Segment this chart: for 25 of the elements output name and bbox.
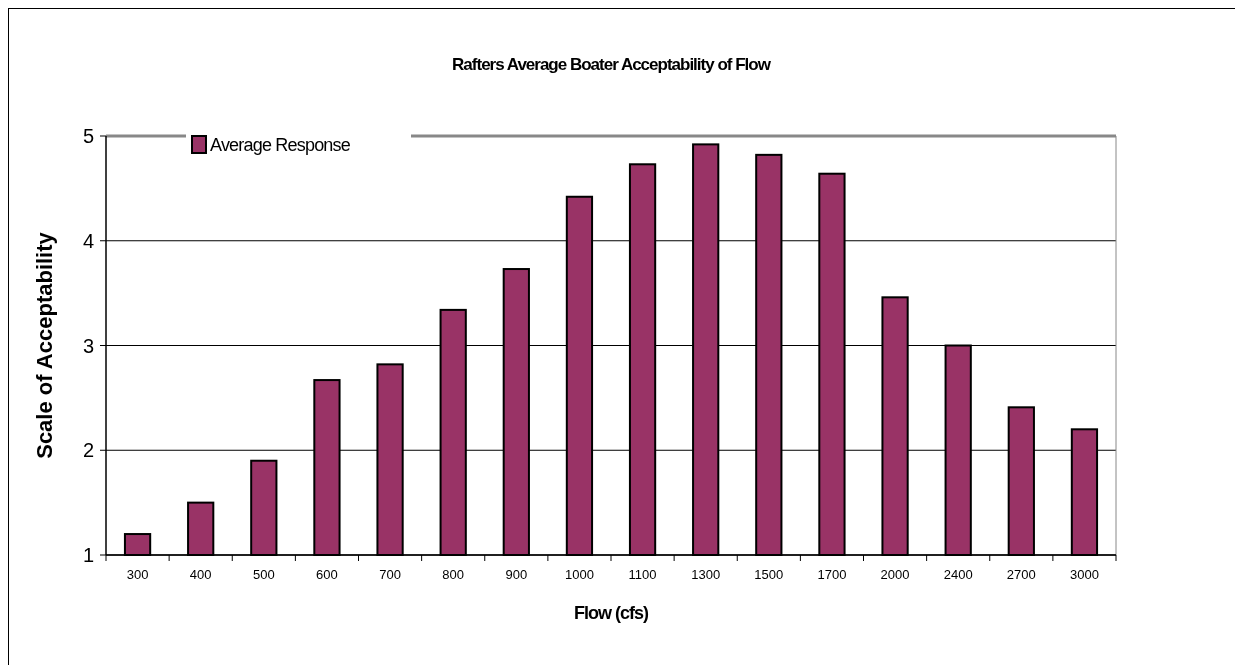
x-tick-label: 300 [126,567,149,582]
x-tick-label: 2700 [1006,567,1036,582]
y-tick-label: 4 [82,229,94,252]
x-tick-label: 3000 [1069,567,1099,582]
x-tick-label: 700 [379,567,401,582]
x-tick-label: 1000 [564,567,594,582]
chart-title: Rafters Average Boater Acceptability of Flow [452,55,772,74]
x-tick-label: 800 [442,567,465,582]
y-tick-label: 1 [82,544,94,566]
x-tick-label: 500 [252,567,275,582]
x-tick-label: 900 [505,567,528,582]
x-tick-label: 2400 [943,567,973,582]
x-tick-label: 400 [189,567,212,582]
legend-label: Average Response [210,135,351,156]
x-axis-title: Flow (cfs) [574,603,649,623]
y-axis-title: Scale of Acceptability [32,231,57,459]
x-tick-label: 1100 [628,567,657,582]
x-tick-label: 1300 [691,567,721,582]
y-tick-label: 2 [82,439,94,462]
x-tick-label: 2000 [880,567,910,582]
x-tick-label: 1700 [817,567,847,582]
x-tick-label: 600 [316,567,338,582]
y-tick-label: 5 [82,125,94,147]
y-tick-label: 3 [82,334,94,357]
x-tick-label: 1500 [754,567,784,582]
